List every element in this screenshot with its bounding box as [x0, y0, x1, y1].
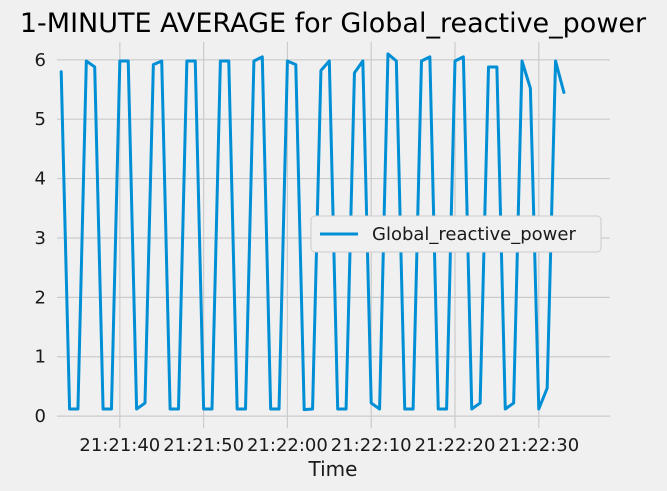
- x-tick-label: 21:22:20: [415, 435, 496, 456]
- x-axis-ticks: 21:21:40 21:21:50 21:22:00 21:22:10 21:22:20…: [79, 435, 579, 456]
- y-axis-ticks: 0 1 2 3 4 5 6: [35, 50, 46, 427]
- x-tick-label: 21:21:40: [79, 435, 160, 456]
- y-tick-label: 1: [35, 347, 46, 368]
- legend-label: Global_reactive_power: [372, 224, 576, 245]
- y-tick-label: 6: [35, 50, 46, 71]
- x-tick-label: 21:22:30: [498, 435, 579, 456]
- x-tick-label: 21:22:00: [247, 435, 328, 456]
- y-tick-label: 3: [35, 228, 46, 249]
- chart-title: 1-MINUTE AVERAGE for Global_reactive_pow…: [20, 8, 647, 39]
- y-tick-label: 0: [35, 406, 46, 427]
- y-tick-label: 2: [35, 287, 46, 308]
- legend-box: [310, 215, 602, 253]
- x-tick-label: 21:22:10: [331, 435, 412, 456]
- series-line-global-reactive-power: [59, 52, 566, 412]
- legend: Global_reactive_power: [310, 215, 602, 253]
- y-tick-label: 4: [35, 169, 46, 190]
- y-tick-label: 5: [35, 109, 46, 130]
- x-tick-label: 21:21:50: [163, 435, 244, 456]
- x-axis-label: Time: [308, 457, 358, 481]
